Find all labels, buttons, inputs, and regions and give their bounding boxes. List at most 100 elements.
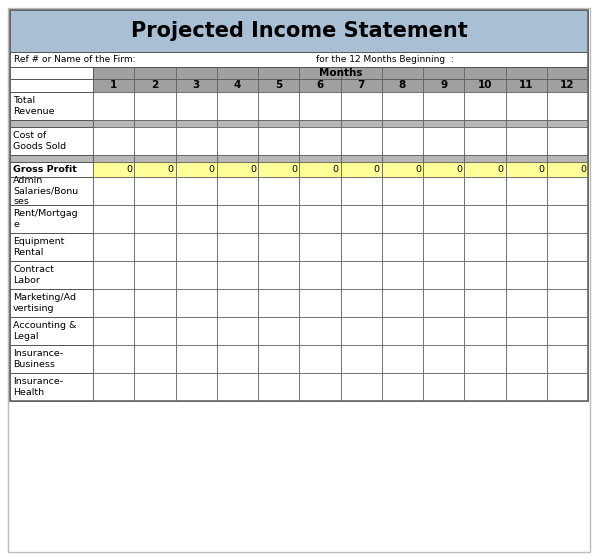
Bar bbox=[505, 345, 547, 373]
Text: 12: 12 bbox=[560, 81, 575, 91]
Bar bbox=[217, 120, 258, 127]
Bar bbox=[547, 373, 588, 401]
Bar bbox=[176, 92, 217, 120]
Bar bbox=[10, 79, 93, 92]
Text: 0: 0 bbox=[580, 165, 586, 174]
Bar bbox=[299, 120, 341, 127]
Bar bbox=[341, 155, 382, 162]
Bar bbox=[505, 205, 547, 233]
Bar bbox=[134, 127, 176, 155]
Bar bbox=[134, 233, 176, 261]
Text: Ref # or Name of the Firm:: Ref # or Name of the Firm: bbox=[14, 55, 136, 64]
Text: Rent/Mortgag
e: Rent/Mortgag e bbox=[13, 209, 77, 228]
Bar bbox=[217, 127, 258, 155]
Bar bbox=[547, 317, 588, 345]
Text: 11: 11 bbox=[519, 81, 533, 91]
Bar bbox=[93, 261, 134, 289]
Bar bbox=[10, 345, 93, 373]
Bar bbox=[93, 233, 134, 261]
Bar bbox=[176, 345, 217, 373]
Text: 0: 0 bbox=[250, 165, 256, 174]
Bar bbox=[423, 155, 464, 162]
Text: 7: 7 bbox=[358, 81, 365, 91]
Bar bbox=[93, 67, 588, 79]
Bar bbox=[134, 177, 176, 205]
Bar bbox=[217, 79, 258, 92]
Bar bbox=[258, 92, 299, 120]
Bar bbox=[299, 127, 341, 155]
Text: Insurance-
Business: Insurance- Business bbox=[13, 349, 63, 368]
Bar bbox=[547, 345, 588, 373]
Bar bbox=[258, 177, 299, 205]
Bar bbox=[93, 289, 134, 317]
Bar bbox=[382, 373, 423, 401]
Bar bbox=[299, 373, 341, 401]
Bar bbox=[10, 289, 93, 317]
Bar bbox=[134, 79, 176, 92]
Bar bbox=[299, 79, 341, 92]
Bar bbox=[464, 205, 505, 233]
Bar bbox=[217, 155, 258, 162]
Bar bbox=[341, 317, 382, 345]
Bar bbox=[176, 120, 217, 127]
Bar bbox=[341, 177, 382, 205]
Bar bbox=[134, 92, 176, 120]
Bar bbox=[217, 92, 258, 120]
Bar bbox=[299, 155, 341, 162]
Text: 0: 0 bbox=[415, 165, 421, 174]
Bar bbox=[382, 205, 423, 233]
Bar bbox=[382, 162, 423, 177]
Text: 0: 0 bbox=[209, 165, 215, 174]
Bar bbox=[341, 127, 382, 155]
Text: Marketing/Ad
vertising: Marketing/Ad vertising bbox=[13, 293, 76, 312]
Text: Gross Profit: Gross Profit bbox=[13, 165, 77, 174]
Bar bbox=[299, 177, 341, 205]
Text: Contract
Labor: Contract Labor bbox=[13, 265, 54, 284]
Bar bbox=[10, 205, 93, 233]
Bar bbox=[258, 317, 299, 345]
Bar bbox=[423, 162, 464, 177]
Bar bbox=[505, 162, 547, 177]
Bar bbox=[464, 162, 505, 177]
Bar bbox=[176, 205, 217, 233]
Bar bbox=[134, 155, 176, 162]
Bar bbox=[382, 233, 423, 261]
Bar bbox=[464, 92, 505, 120]
Bar bbox=[423, 261, 464, 289]
Bar bbox=[547, 162, 588, 177]
Bar bbox=[176, 155, 217, 162]
Bar bbox=[10, 67, 93, 79]
Bar bbox=[423, 233, 464, 261]
Text: 1: 1 bbox=[110, 81, 117, 91]
Bar bbox=[382, 79, 423, 92]
Bar bbox=[382, 127, 423, 155]
Bar bbox=[134, 345, 176, 373]
Bar bbox=[382, 317, 423, 345]
Bar bbox=[93, 345, 134, 373]
Bar bbox=[217, 261, 258, 289]
Bar bbox=[341, 205, 382, 233]
Bar bbox=[505, 155, 547, 162]
Bar bbox=[382, 92, 423, 120]
Bar bbox=[10, 92, 93, 120]
Bar bbox=[176, 177, 217, 205]
Text: Cost of
Goods Sold: Cost of Goods Sold bbox=[13, 131, 66, 151]
Bar bbox=[10, 177, 93, 205]
Text: 0: 0 bbox=[374, 165, 380, 174]
Text: Projected Income Statement: Projected Income Statement bbox=[131, 21, 467, 41]
Text: for the 12 Months Beginning  :: for the 12 Months Beginning : bbox=[316, 55, 454, 64]
Bar bbox=[134, 162, 176, 177]
Bar bbox=[217, 233, 258, 261]
Text: 0: 0 bbox=[456, 165, 462, 174]
Bar bbox=[258, 233, 299, 261]
Text: 0: 0 bbox=[332, 165, 338, 174]
Bar bbox=[176, 373, 217, 401]
Bar bbox=[505, 177, 547, 205]
Bar bbox=[341, 120, 382, 127]
Bar bbox=[464, 177, 505, 205]
Bar bbox=[341, 289, 382, 317]
Bar bbox=[464, 289, 505, 317]
Bar bbox=[10, 52, 588, 67]
Bar bbox=[10, 120, 93, 127]
Bar bbox=[10, 10, 588, 401]
